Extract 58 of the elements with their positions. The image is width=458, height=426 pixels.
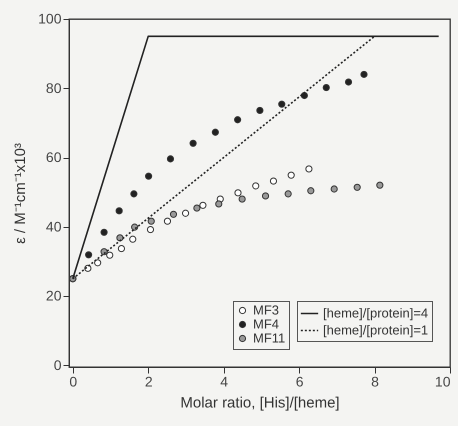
x-tick-label: 4 — [220, 374, 228, 390]
point — [305, 165, 312, 173]
point — [234, 116, 242, 124]
point — [116, 207, 123, 214]
legend-label: MF3 — [253, 302, 279, 318]
point — [344, 78, 352, 86]
y-tick-label: 80 — [46, 80, 62, 96]
point — [376, 182, 384, 189]
point — [94, 259, 102, 266]
point — [146, 226, 154, 234]
y-tick-label: 40 — [46, 218, 62, 234]
point — [278, 100, 286, 108]
point — [85, 251, 92, 258]
legend-label: [heme]/[protein]=1 — [323, 322, 428, 338]
point — [238, 195, 246, 203]
point — [354, 184, 361, 191]
point — [182, 210, 190, 217]
point — [148, 218, 155, 225]
point — [199, 202, 206, 209]
point — [322, 84, 330, 92]
y-axis-title: ε / M⁻¹cm⁻¹x10³ — [12, 143, 30, 244]
point — [170, 210, 178, 218]
point — [193, 204, 200, 212]
point — [164, 218, 172, 225]
y-tick-label: 20 — [46, 288, 62, 304]
legend-label: [heme]/[protein]=4 — [323, 306, 428, 320]
point — [118, 245, 126, 252]
point — [270, 177, 278, 185]
point — [131, 224, 138, 231]
point — [129, 236, 136, 243]
x-tick-label: 0 — [69, 374, 78, 390]
point — [288, 172, 295, 179]
y-tick-label: 0 — [54, 356, 62, 373]
y-tick-label: 100 — [38, 10, 62, 26]
point — [262, 192, 270, 200]
point — [212, 128, 219, 136]
x-tick-label: 2 — [144, 374, 153, 390]
point — [284, 190, 292, 198]
point — [307, 187, 314, 194]
point — [215, 200, 222, 208]
point — [256, 106, 264, 114]
point — [145, 172, 152, 180]
legend-label: MF4 — [253, 316, 279, 332]
y-tick-label: 60 — [46, 149, 62, 166]
point — [100, 228, 108, 236]
point — [234, 189, 242, 196]
point — [130, 190, 138, 198]
point — [166, 155, 174, 162]
x-axis-title: Molar ratio, [His]/[heme] — [180, 394, 340, 412]
point — [360, 70, 368, 78]
point — [190, 140, 197, 147]
point — [106, 252, 114, 259]
x-tick-label: 10 — [434, 374, 451, 390]
legend-label: MF11 — [253, 330, 286, 346]
x-tick-label: 6 — [296, 374, 304, 390]
point — [330, 185, 338, 193]
x-tick-label: 8 — [371, 374, 380, 390]
point — [252, 182, 260, 190]
